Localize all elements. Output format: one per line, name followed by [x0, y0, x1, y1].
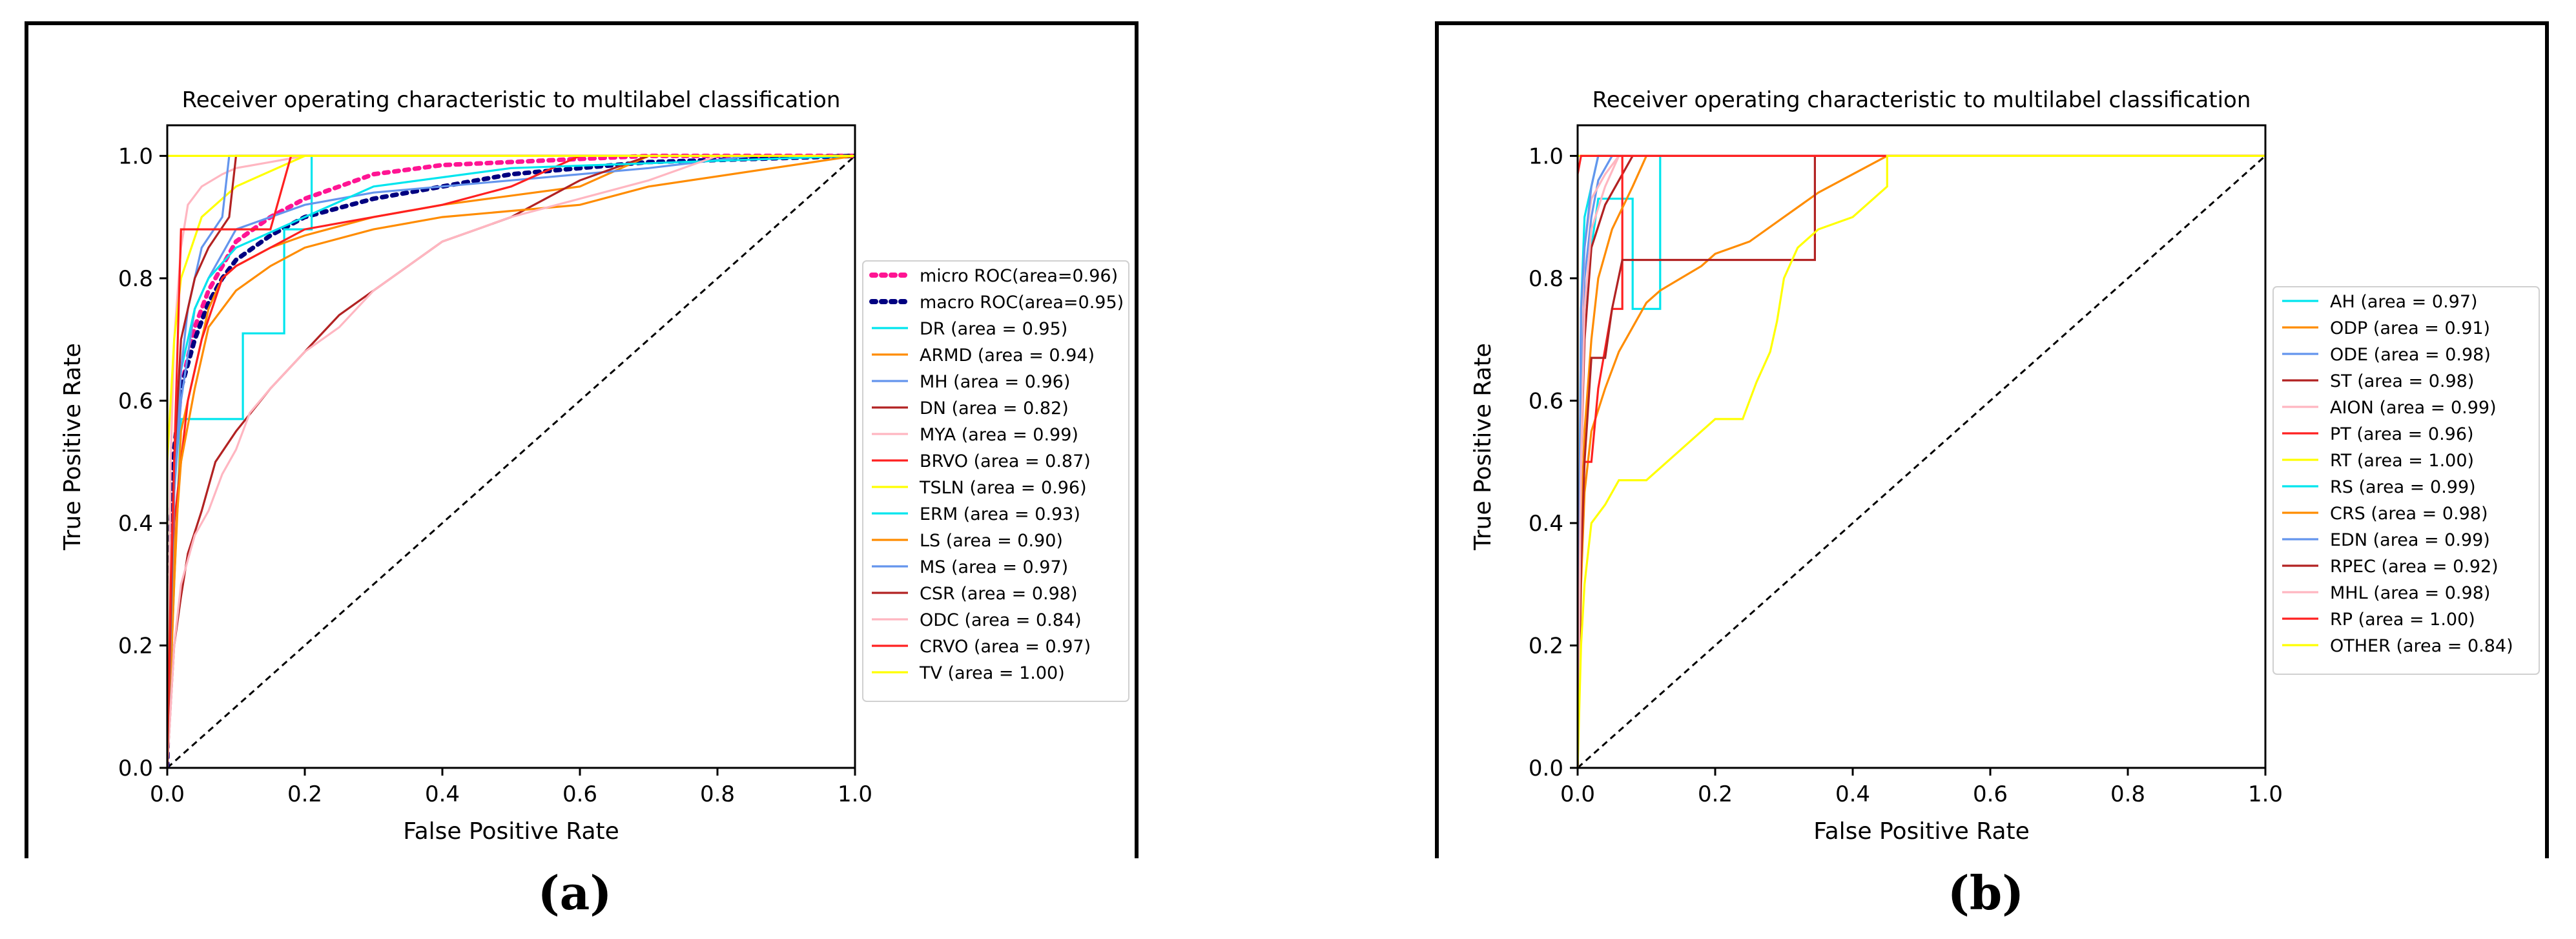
- legend-entry: RP (area = 1.00): [2330, 610, 2475, 630]
- panel-label-a: (a): [537, 865, 612, 920]
- series-group: [1578, 154, 2265, 768]
- series-line-10: [167, 154, 855, 768]
- legend-entry: AH (area = 0.97): [2330, 292, 2478, 312]
- legend-box: [2272, 286, 2540, 675]
- y-tick-label: 0.8: [118, 266, 153, 292]
- series-line-13: [1578, 154, 2265, 768]
- series-line-8: [167, 154, 855, 768]
- legend-entry: EDN (area = 0.99): [2330, 530, 2490, 550]
- x-tick-label: 1.0: [838, 781, 872, 807]
- legend-entry: BRVO (area = 0.87): [920, 451, 1091, 471]
- series-line-1: [1578, 154, 2265, 768]
- chart-title: Receiver operating characteristic to mul…: [182, 87, 841, 113]
- x-tick-label: 0.0: [150, 781, 185, 807]
- chart-title: Receiver operating characteristic to mul…: [1592, 87, 2251, 113]
- x-axis-label: False Positive Rate: [403, 818, 619, 845]
- legend-entry: TV (area = 1.00): [919, 663, 1065, 683]
- legend-entry: ST (area = 0.98): [2330, 371, 2474, 391]
- roc-chart-a: Receiver operating characteristic to mul…: [59, 87, 1129, 845]
- legend-entry: ERM (area = 0.93): [920, 504, 1080, 524]
- legend-entry: MH (area = 0.96): [920, 372, 1070, 392]
- legend-box: [862, 260, 1129, 702]
- x-tick-label: 1.0: [2248, 781, 2283, 807]
- legend-entry: ODP (area = 0.91): [2330, 318, 2490, 338]
- y-tick-label: 0.8: [1529, 266, 1563, 292]
- panel-label-b: (b): [1947, 865, 2025, 920]
- legend-entry: DN (area = 0.82): [920, 398, 1069, 418]
- legend-entry: RPEC (area = 0.92): [2330, 557, 2499, 577]
- plot-frame: [1576, 124, 2267, 769]
- legend-entry: PT (area = 0.96): [2330, 424, 2474, 444]
- y-axis-label: True Positive Rate: [1470, 343, 1496, 551]
- series-line-5: [167, 154, 855, 768]
- x-tick-label: 0.6: [562, 781, 597, 807]
- y-tick-label: 0.2: [118, 633, 153, 659]
- y-tick-label: 0.6: [118, 388, 153, 414]
- legend-entry: micro ROC(area=0.96): [920, 266, 1118, 286]
- x-tick-label: 0.8: [700, 781, 735, 807]
- x-tick-label: 0.0: [1560, 781, 1595, 807]
- series-line-7: [167, 154, 855, 768]
- legend-entry: CSR (area = 0.98): [920, 584, 1078, 604]
- x-tick-label: 0.8: [2110, 781, 2145, 807]
- plot-frame: [166, 124, 856, 769]
- y-tick-label: 0.6: [1529, 388, 1563, 414]
- diagonal-reference-line: [1577, 155, 2266, 769]
- y-tick-label: 0.4: [1529, 511, 1563, 537]
- series-line-15: [167, 154, 855, 768]
- y-tick-label: 0.0: [1529, 756, 1563, 781]
- y-tick-label: 1.0: [118, 143, 153, 169]
- y-tick-label: 0.2: [1529, 633, 1563, 659]
- legend-entry: OTHER (area = 0.84): [2330, 636, 2513, 656]
- legend-entry: macro ROC(area=0.95): [920, 293, 1124, 313]
- y-tick-label: 0.4: [118, 511, 153, 537]
- legend-entry: TSLN (area = 0.96): [919, 478, 1087, 498]
- legend-entry: MYA (area = 0.99): [920, 425, 1078, 445]
- legend-entry: MHL (area = 0.98): [2330, 583, 2490, 603]
- legend-entry: RT (area = 1.00): [2330, 451, 2474, 471]
- legend-entry: LS (area = 0.90): [920, 531, 1063, 551]
- legend-entry: ARMD (area = 0.94): [920, 346, 1095, 366]
- y-tick-label: 0.0: [118, 756, 153, 781]
- legend-entry: ODC (area = 0.84): [920, 610, 1082, 630]
- x-tick-label: 0.4: [425, 781, 460, 807]
- roc-chart-b: Receiver operating characteristic to mul…: [1470, 87, 2540, 845]
- series-group: [167, 153, 855, 768]
- x-tick-label: 0.4: [1835, 781, 1870, 807]
- x-tick-label: 0.6: [1973, 781, 2008, 807]
- legend-entry: RS (area = 0.99): [2330, 477, 2476, 497]
- x-tick-label: 0.2: [287, 781, 322, 807]
- y-tick-label: 1.0: [1529, 143, 1563, 169]
- x-axis-label: False Positive Rate: [1813, 818, 2030, 845]
- legend-entry: DR (area = 0.95): [920, 319, 1067, 339]
- y-axis-label: True Positive Rate: [59, 343, 86, 551]
- legend-entry: CRS (area = 0.98): [2330, 504, 2488, 524]
- series-line-8: [1578, 154, 2265, 768]
- legend-entry: CRVO (area = 0.97): [920, 637, 1091, 657]
- x-tick-label: 0.2: [1698, 781, 1733, 807]
- series-line-10: [1578, 154, 2265, 768]
- legend-entry: ODE (area = 0.98): [2330, 345, 2491, 365]
- legend-entry: MS (area = 0.97): [920, 557, 1068, 577]
- legend-entry: AION (area = 0.99): [2330, 398, 2497, 418]
- series-line-13: [167, 154, 855, 768]
